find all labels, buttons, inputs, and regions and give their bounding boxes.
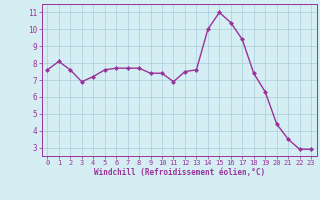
X-axis label: Windchill (Refroidissement éolien,°C): Windchill (Refroidissement éolien,°C) [94, 168, 265, 177]
